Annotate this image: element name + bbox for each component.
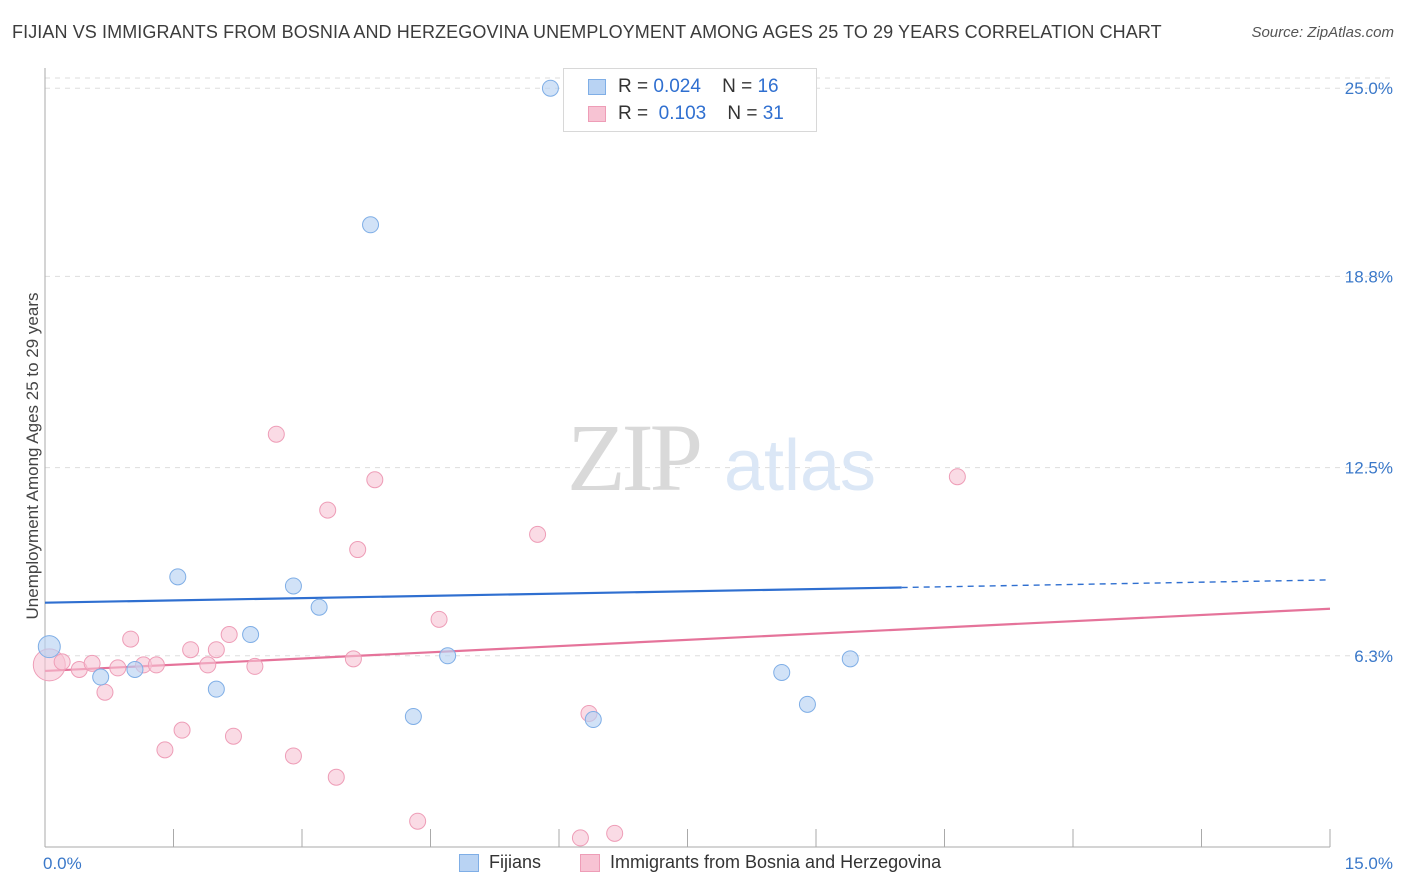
bosnia-point xyxy=(53,653,71,671)
bosnia-point xyxy=(948,468,966,486)
legend-swatch-blue xyxy=(588,79,606,95)
legend-swatch-pink xyxy=(580,853,600,872)
fijian-point xyxy=(284,577,302,595)
bosnia-point xyxy=(96,683,114,701)
bosnia-point xyxy=(173,721,191,739)
fijian-point xyxy=(439,647,457,665)
bosnia-point xyxy=(571,829,589,847)
fijian-point xyxy=(841,650,859,668)
trend-line-fijians-projection xyxy=(901,579,1331,589)
bosnia-point xyxy=(109,659,127,677)
tick-labels: 6.3% 12.5% 18.8% 25.0% 0.0% 15.0% xyxy=(43,79,1393,873)
fijian-point xyxy=(310,598,328,616)
watermark-atlas: atlas xyxy=(724,426,876,506)
y-tick-label: 12.5% xyxy=(1345,459,1393,478)
axes xyxy=(44,68,1331,848)
trend-line-bosnia xyxy=(44,607,1331,673)
bosnia-point xyxy=(156,741,174,759)
legend-n-label: N = xyxy=(727,103,758,124)
fijian-point xyxy=(584,711,602,729)
legend-r-label: R = xyxy=(618,76,649,97)
fijian-point xyxy=(92,668,110,686)
bosnia-point xyxy=(529,525,547,543)
legend-label-bosnia: Immigrants from Bosnia and Herzegovina xyxy=(610,852,942,872)
fijian-point xyxy=(404,707,422,725)
legend-r-value: 0.103 xyxy=(658,103,707,124)
bosnia-point xyxy=(284,747,302,765)
legend-label-fijians: Fijians xyxy=(489,852,542,872)
fijian-point xyxy=(798,695,816,713)
bosnia-point xyxy=(344,650,362,668)
x-tick-label: 0.0% xyxy=(43,854,82,873)
bosnia-point xyxy=(327,768,345,786)
grid-lines xyxy=(45,77,1395,657)
bosnia-point xyxy=(430,610,448,628)
bosnia-point xyxy=(349,541,367,559)
data-points xyxy=(32,79,966,847)
bosnia-point xyxy=(246,657,264,675)
watermark-zip: ZIP xyxy=(567,404,700,511)
legend-swatch-blue xyxy=(459,853,479,872)
legend-n-label: N = xyxy=(722,76,753,97)
bosnia-point xyxy=(220,626,238,644)
fijian-point xyxy=(773,663,791,681)
bosnia-point xyxy=(267,425,285,443)
bosnia-point xyxy=(606,824,624,842)
source-note: Source: ZipAtlas.com xyxy=(1251,24,1394,41)
legend-item-bosnia: Immigrants from Bosnia and Herzegovina xyxy=(580,852,941,873)
fijian-point xyxy=(541,79,559,97)
legend-swatch-pink xyxy=(588,106,606,122)
fijian-point xyxy=(242,626,260,644)
x-tick-label: 15.0% xyxy=(1345,854,1393,873)
fijian-point xyxy=(207,680,225,698)
trend-lines xyxy=(44,579,1331,673)
chart-title: FIJIAN VS IMMIGRANTS FROM BOSNIA AND HER… xyxy=(12,22,1162,42)
fijian-point xyxy=(126,660,144,678)
y-tick-label: 6.3% xyxy=(1354,647,1393,666)
bosnia-point xyxy=(122,630,140,648)
legend-row-bosnia: R = 0.103 N = 31 xyxy=(588,102,784,126)
y-tick-label: 18.8% xyxy=(1345,267,1393,286)
bosnia-point xyxy=(207,641,225,659)
bosnia-point xyxy=(182,641,200,659)
series-legend: Fijians Immigrants from Bosnia and Herze… xyxy=(0,852,1406,878)
bosnia-point xyxy=(409,812,427,830)
watermark: ZIP atlas xyxy=(567,404,876,511)
legend-n-value: 16 xyxy=(757,76,779,97)
bosnia-point xyxy=(319,501,337,519)
stats-legend: R = 0.024 N = 16 R = 0.103 N = 31 xyxy=(563,68,817,132)
fijian-point xyxy=(362,216,380,234)
y-tick-label: 25.0% xyxy=(1345,79,1393,98)
bosnia-point xyxy=(83,654,101,672)
fijian-point xyxy=(37,635,61,659)
legend-n-value: 31 xyxy=(762,103,784,124)
legend-row-fijians: R = 0.024 N = 16 xyxy=(588,75,779,99)
bosnia-point xyxy=(366,471,384,489)
fijian-point xyxy=(169,568,187,586)
y-axis-label: Unemployment Among Ages 25 to 29 years xyxy=(23,293,42,620)
bosnia-point xyxy=(199,656,217,674)
bosnia-point xyxy=(224,727,242,745)
legend-r-label: R = xyxy=(618,103,649,124)
legend-item-fijians: Fijians xyxy=(459,852,541,873)
trend-line-fijians xyxy=(44,586,902,604)
bosnia-point xyxy=(147,656,165,674)
legend-r-value: 0.024 xyxy=(653,76,701,97)
